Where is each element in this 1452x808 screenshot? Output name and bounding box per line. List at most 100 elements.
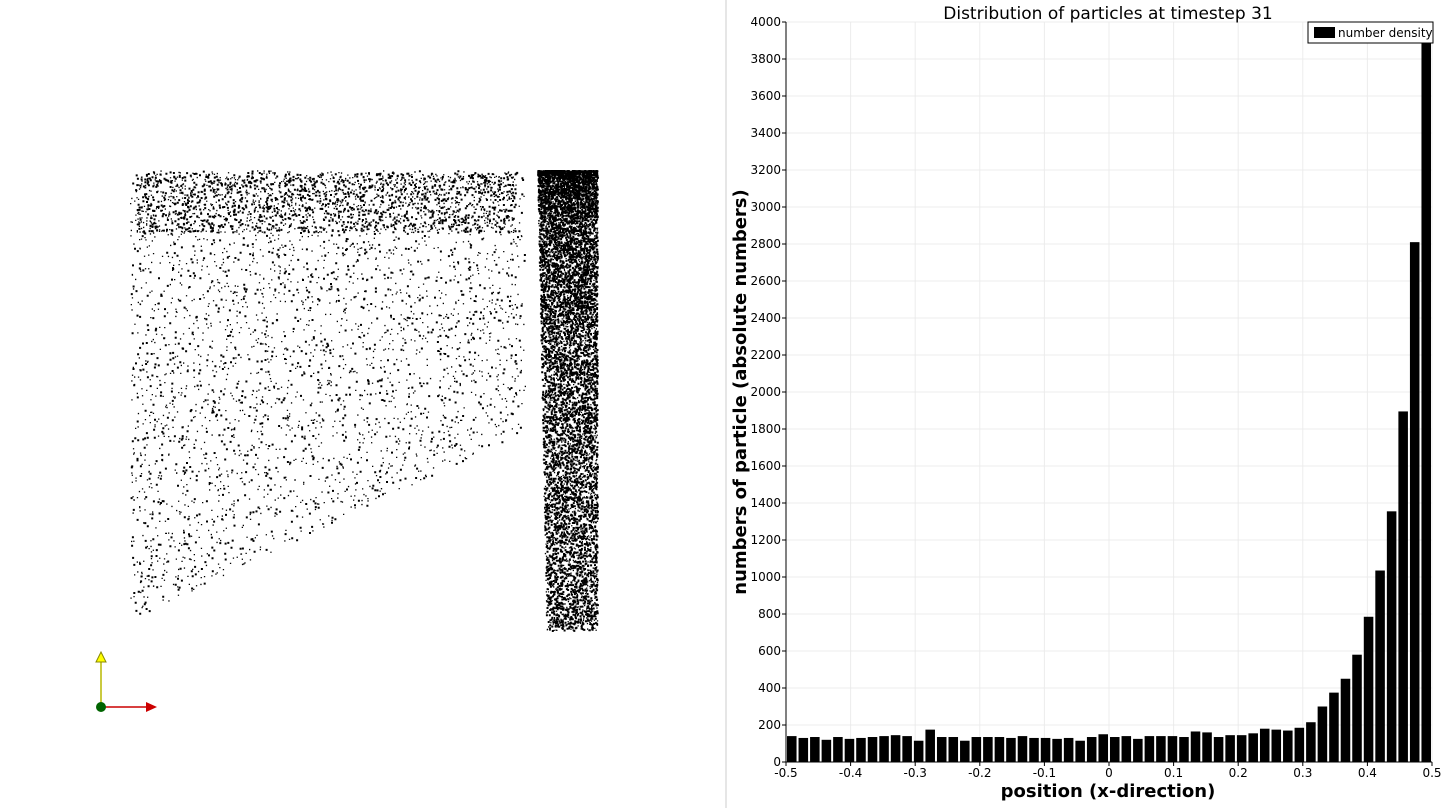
- histogram-bar: [1375, 570, 1385, 762]
- y-tick-label: 3200: [750, 163, 781, 177]
- histogram-bar: [971, 737, 982, 762]
- histogram-bar: [1190, 731, 1201, 762]
- x-tick-label: 0.3: [1293, 766, 1312, 780]
- histogram-bar: [902, 736, 912, 762]
- histogram-bar: [1317, 706, 1328, 762]
- x-tick-label: 0.4: [1358, 766, 1377, 780]
- histogram-bar: [1156, 736, 1166, 762]
- histogram-bar: [1063, 737, 1074, 762]
- histogram-bar: [1421, 29, 1431, 762]
- y-tick-label: 3000: [750, 200, 781, 214]
- histogram-bar: [867, 737, 878, 762]
- y-tick-label: 800: [758, 607, 781, 621]
- y-tick-label: 2800: [750, 237, 781, 251]
- axes-group: 0 200 400 600 800 1000 1200 1400 1600 1800 2000 220…: [750, 15, 1441, 780]
- x-tick-label: -0.3: [903, 766, 926, 780]
- histogram-bar: [1283, 730, 1293, 762]
- histogram-bar: [1075, 740, 1085, 762]
- y-axis-title: numbers of particle (absolute numbers): [730, 189, 751, 595]
- x-tick-label: 0.1: [1164, 766, 1183, 780]
- histogram-bar: [1144, 736, 1155, 762]
- histogram-bar: [913, 740, 924, 762]
- x-tick-label: -0.1: [1033, 766, 1056, 780]
- histogram-bar: [844, 738, 855, 763]
- y-axis-arrow-icon: [95, 650, 107, 663]
- histogram-bar: [994, 737, 1005, 762]
- histogram-bar: [1236, 735, 1247, 762]
- histogram-bar: [1294, 727, 1305, 762]
- x-axis-arrow-icon: [146, 702, 157, 712]
- x-tick-label: 0.2: [1229, 766, 1248, 780]
- histogram-bar: [1248, 733, 1258, 762]
- y-tick-label: 0: [773, 755, 781, 769]
- histogram-bar: [948, 737, 959, 762]
- chart-title: Distribution of particles at timestep 31: [943, 4, 1272, 24]
- histogram-bar: [821, 739, 832, 762]
- x-tick-label: -0.5: [774, 766, 797, 780]
- histogram-bar: [1363, 616, 1374, 762]
- particle-render-view[interactable]: [0, 0, 725, 808]
- histogram-bar: [1017, 736, 1028, 762]
- y-tick-label: 3800: [750, 52, 781, 66]
- histogram-bar: [890, 735, 901, 762]
- histogram-bar: [983, 737, 993, 762]
- histogram-bar: [798, 737, 809, 762]
- histogram-bar: [1052, 738, 1062, 763]
- histogram-bar: [1202, 732, 1212, 762]
- view-divider[interactable]: [725, 0, 727, 808]
- legend-label: number density: [1338, 26, 1433, 40]
- y-tick-label: 2200: [750, 348, 781, 362]
- x-tick-label: -0.2: [968, 766, 991, 780]
- histogram-bar: [1386, 511, 1397, 762]
- histogram-bar: [925, 729, 935, 763]
- histogram-bar: [1110, 737, 1120, 762]
- y-tick-label: 1600: [750, 459, 781, 473]
- y-tick-label: 2000: [750, 385, 781, 399]
- histogram-bar: [1133, 738, 1143, 763]
- y-tick-label: 1400: [750, 496, 781, 510]
- y-tick-label: 400: [758, 681, 781, 695]
- x-axis-title: position (x-direction): [1001, 781, 1216, 802]
- y-tick-label: 3400: [750, 126, 781, 140]
- y-tick-label: 600: [758, 644, 781, 658]
- y-tick-label: 2600: [750, 274, 781, 288]
- histogram-bar: [1340, 678, 1351, 762]
- histogram-bar: [1098, 734, 1108, 762]
- histogram-bar: [1213, 737, 1224, 762]
- histogram-bar: [1121, 736, 1132, 762]
- histogram-bar: [1179, 737, 1189, 762]
- histogram-bar: [960, 740, 970, 762]
- y-tick-label: 1800: [750, 422, 781, 436]
- histogram-view[interactable]: 0 200 400 600 800 1000 1200 1400 1600 1800 2000 220…: [727, 0, 1452, 808]
- histogram-bar: [1225, 735, 1235, 762]
- grid-lines: [785, 21, 1433, 763]
- histogram-chart: 0 200 400 600 800 1000 1200 1400 1600 1800 2000 220…: [730, 4, 1442, 802]
- histogram-bar: [1329, 692, 1339, 763]
- histogram-bar: [1259, 728, 1270, 762]
- particle-scatter-canvas: [130, 170, 599, 632]
- y-tick-label: 4000: [750, 15, 781, 29]
- origin-sphere-icon: [96, 702, 106, 712]
- y-tick-label: 1000: [750, 570, 781, 584]
- y-tick-label: 3600: [750, 89, 781, 103]
- histogram-bar: [833, 737, 843, 762]
- histogram-bar: [1409, 242, 1420, 762]
- histogram-bar: [936, 737, 947, 762]
- legend-box: [1307, 21, 1434, 44]
- histogram-bar: [856, 737, 866, 762]
- histogram-bar: [1306, 722, 1316, 762]
- histogram-bar: [1006, 737, 1016, 762]
- x-tick-label: -0.4: [839, 766, 862, 780]
- histogram-bar: [1398, 411, 1408, 762]
- histogram-bar: [1352, 654, 1362, 762]
- bars-group: [787, 29, 1431, 763]
- histogram-bar: [1040, 737, 1051, 762]
- legend-swatch: [1314, 27, 1335, 38]
- histogram-bar: [1029, 737, 1039, 762]
- x-tick-label: 0: [1105, 766, 1113, 780]
- histogram-bar: [1167, 736, 1178, 762]
- orientation-axes-widget: [95, 650, 157, 712]
- particle-points: [130, 170, 599, 632]
- y-tick-label: 2400: [750, 311, 781, 325]
- legend: number density: [1307, 21, 1434, 44]
